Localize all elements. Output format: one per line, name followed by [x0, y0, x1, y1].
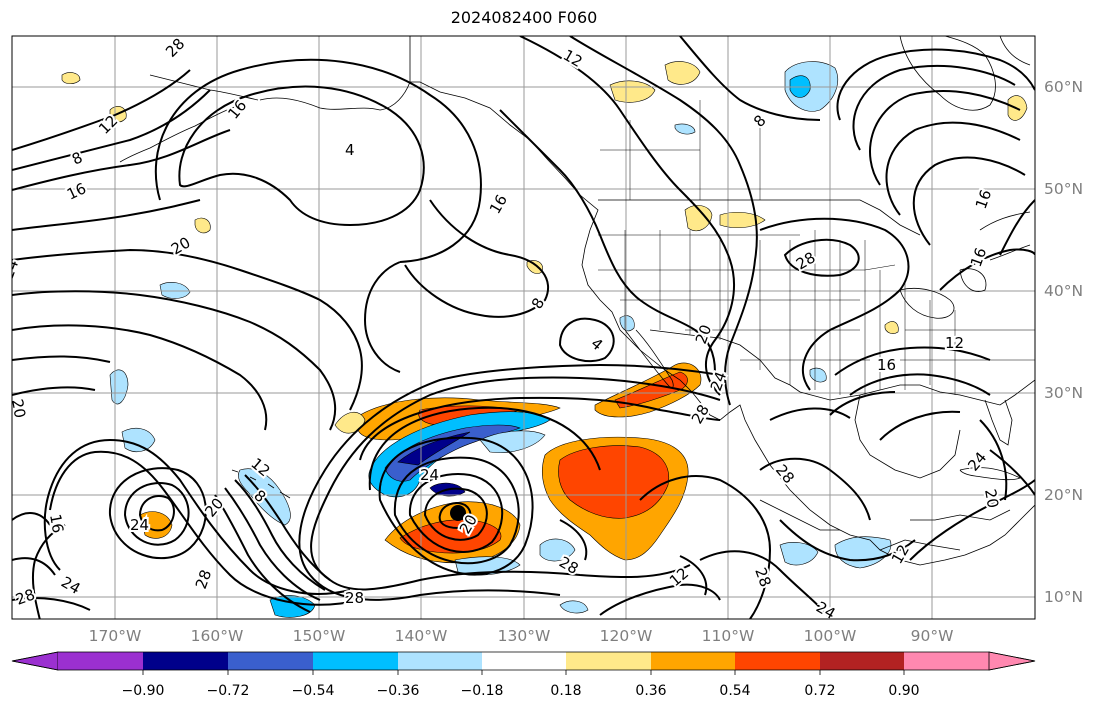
lon-label: 160°W — [190, 627, 244, 645]
lon-label: 120°W — [599, 627, 653, 645]
colorbar-bin — [313, 652, 398, 670]
colorbar-label: −0.54 — [291, 683, 335, 699]
contour-label: 4 — [345, 141, 355, 159]
map-frame — [11, 35, 1036, 620]
lat-label: 20°N — [1044, 486, 1084, 504]
colorbar-bin — [820, 652, 904, 670]
lat-label: 50°N — [1044, 180, 1084, 198]
lon-label: 100°W — [803, 627, 857, 645]
colorbar-bin — [566, 652, 651, 670]
colorbar-label: 0.72 — [804, 683, 836, 699]
colorbar-label: −0.36 — [376, 683, 420, 699]
lon-label: 150°W — [292, 627, 346, 645]
height-contours — [12, 36, 1035, 619]
contour-label: 24 — [420, 466, 439, 484]
colorbar-bin — [904, 652, 989, 670]
colorbar-label: 0.90 — [888, 683, 920, 699]
colorbar-extend-high — [988, 651, 1036, 671]
lon-label: 140°W — [394, 627, 448, 645]
contour-label: 16 — [877, 356, 896, 374]
colorbar-bin — [651, 652, 735, 670]
lat-label: 40°N — [1044, 282, 1084, 300]
colorbar — [11, 651, 1036, 675]
lat-label: 30°N — [1044, 384, 1084, 402]
contour-label: 20 — [981, 488, 1002, 510]
contour-label: 16 — [46, 513, 67, 535]
colorbar-label: 0.36 — [635, 683, 667, 699]
colorbar-bin — [143, 652, 228, 670]
contour-label: 20 — [8, 398, 29, 420]
lon-label: 90°W — [910, 627, 954, 645]
colorbar-label: 0.18 — [550, 683, 582, 699]
colorbar-bin — [398, 652, 482, 670]
lat-label: 60°N — [1044, 78, 1084, 96]
colorbar-extend-low — [11, 651, 59, 671]
lon-label: 170°W — [88, 627, 142, 645]
colorbar-label: 0.54 — [719, 683, 751, 699]
lon-label: 130°W — [497, 627, 551, 645]
colorbar-bin — [482, 652, 566, 670]
colorbar-label: −0.18 — [460, 683, 504, 699]
colorbar-label: −0.72 — [206, 683, 250, 699]
lon-label: 110°W — [701, 627, 755, 645]
contour-label: 28 — [345, 589, 364, 607]
colorbar-bin — [735, 652, 820, 670]
storm-center-marker — [450, 505, 466, 521]
contour-label: 24 — [130, 516, 149, 534]
lat-label: 10°N — [1044, 588, 1084, 606]
map-title: 2024082400 F060 — [450, 8, 598, 27]
colorbar-extend-low-bin — [58, 652, 143, 670]
colorbar-bin — [228, 652, 313, 670]
colorbar-label: −0.90 — [121, 683, 165, 699]
contour-label: 12 — [945, 334, 964, 352]
